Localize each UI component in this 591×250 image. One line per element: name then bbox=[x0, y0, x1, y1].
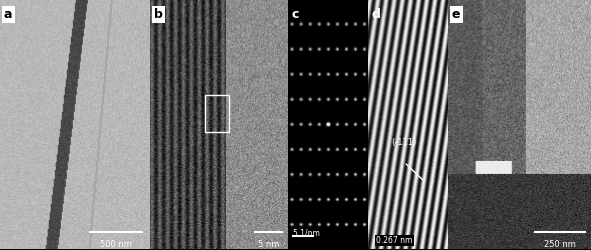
Text: a: a bbox=[4, 8, 12, 21]
Bar bbox=[205, 95, 229, 132]
Text: 500 nm: 500 nm bbox=[100, 240, 132, 249]
Text: d: d bbox=[372, 8, 381, 21]
Text: (-111): (-111) bbox=[391, 138, 417, 147]
Text: 5 nm: 5 nm bbox=[258, 240, 280, 249]
Text: 250 nm: 250 nm bbox=[544, 240, 576, 249]
Text: e: e bbox=[452, 8, 460, 21]
Text: b: b bbox=[154, 8, 163, 21]
Text: c: c bbox=[292, 8, 300, 21]
Text: 5 1/nm: 5 1/nm bbox=[293, 229, 320, 238]
Text: 0.267 nm: 0.267 nm bbox=[376, 236, 413, 245]
